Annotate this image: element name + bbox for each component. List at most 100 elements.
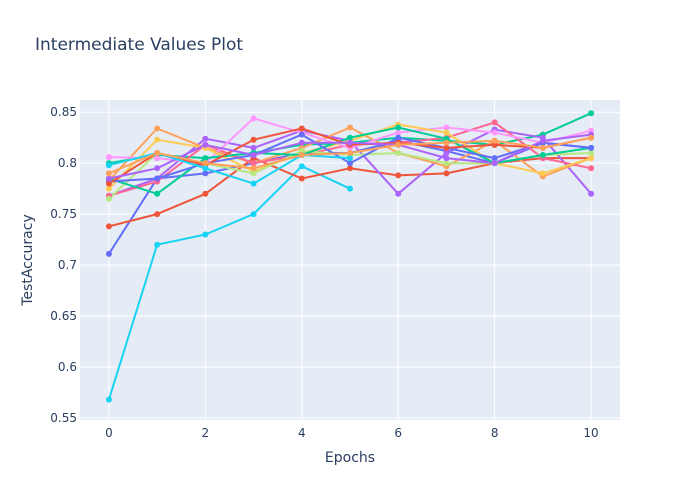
data-point — [395, 134, 402, 141]
data-point — [491, 129, 498, 136]
data-point — [395, 141, 402, 148]
data-point — [443, 129, 450, 136]
data-point — [588, 155, 595, 162]
data-point — [105, 195, 112, 202]
data-point — [347, 124, 353, 131]
data-point — [105, 162, 112, 169]
data-point — [154, 241, 161, 248]
data-point — [105, 250, 112, 257]
data-point — [154, 165, 161, 172]
y-axis-title: TestAccuracy — [20, 214, 36, 307]
data-point — [443, 124, 450, 131]
data-point — [588, 144, 595, 151]
data-point — [298, 175, 305, 182]
data-point — [250, 170, 257, 177]
data-point — [154, 190, 161, 197]
data-point — [443, 149, 450, 156]
data-point — [250, 160, 257, 167]
y-tick-label: 0.65 — [50, 309, 77, 323]
data-point — [154, 211, 161, 218]
data-point — [202, 155, 209, 162]
grid-lines — [80, 100, 620, 420]
y-tick-labels: 0.55 0.6 0.65 0.7 0.75 0.8 0.85 — [50, 105, 77, 425]
data-point — [105, 185, 112, 192]
data-point — [395, 190, 402, 197]
data-point — [202, 190, 209, 197]
data-point — [443, 139, 450, 146]
series-line — [107, 165, 351, 400]
data-point — [443, 144, 450, 151]
y-tick-label: 0.6 — [58, 360, 77, 374]
data-point — [491, 137, 498, 144]
data-point — [250, 180, 257, 187]
data-point — [347, 165, 353, 172]
data-point — [539, 152, 546, 159]
data-point — [395, 149, 402, 156]
y-tick-label: 0.7 — [58, 258, 77, 272]
data-point — [202, 141, 209, 148]
data-point — [105, 175, 112, 182]
data-point — [154, 125, 161, 132]
data-point — [105, 154, 112, 161]
chart-title: Intermediate Values Plot — [35, 35, 243, 55]
data-point — [298, 131, 305, 138]
x-tick-label: 4 — [298, 426, 306, 440]
data-point — [105, 170, 112, 177]
x-tick-label: 8 — [491, 426, 499, 440]
data-point — [154, 175, 161, 182]
data-point — [202, 165, 209, 172]
data-point — [250, 211, 257, 218]
data-point — [298, 139, 305, 146]
data-point — [347, 139, 353, 146]
data-point — [491, 119, 498, 126]
x-tick-label: 10 — [583, 426, 598, 440]
data-point — [491, 155, 498, 162]
y-tick-label: 0.85 — [50, 105, 77, 119]
data-point — [154, 155, 161, 162]
data-point — [105, 180, 112, 187]
data-point — [347, 134, 353, 141]
data-point — [395, 172, 402, 179]
data-point — [588, 149, 595, 156]
data-point — [250, 136, 257, 143]
data-point — [202, 135, 209, 142]
x-tick-label: 2 — [202, 426, 210, 440]
data-point — [105, 223, 112, 230]
data-point — [202, 231, 209, 238]
data-point — [588, 190, 595, 197]
x-axis-title: Epochs — [325, 450, 375, 466]
y-tick-label: 0.75 — [50, 207, 77, 221]
data-point — [443, 170, 450, 177]
x-tick-labels: 0 2 4 6 8 10 — [105, 426, 599, 440]
data-point — [443, 155, 450, 162]
data-point — [298, 152, 305, 159]
data-point — [347, 160, 353, 167]
data-point — [588, 165, 595, 172]
data-point — [539, 170, 546, 177]
data-point — [202, 160, 209, 167]
data-point — [395, 129, 402, 136]
data-point — [539, 137, 546, 144]
data-point — [250, 165, 257, 172]
data-point — [202, 170, 209, 177]
data-point — [105, 396, 112, 403]
data-point — [491, 160, 498, 167]
data-point — [588, 110, 595, 117]
y-tick-label: 0.55 — [50, 411, 77, 425]
data-point — [154, 149, 161, 156]
series-points — [105, 110, 595, 403]
data-point — [250, 152, 257, 159]
data-point — [250, 144, 257, 151]
data-point — [250, 115, 257, 122]
data-point — [588, 134, 595, 141]
data-point — [347, 149, 353, 156]
data-point — [395, 124, 402, 131]
data-point — [298, 163, 305, 170]
x-tick-label: 6 — [394, 426, 402, 440]
x-tick-label: 0 — [105, 426, 113, 440]
y-tick-label: 0.8 — [58, 156, 77, 170]
data-point — [298, 125, 305, 132]
data-point — [347, 185, 353, 192]
data-point — [347, 155, 353, 162]
